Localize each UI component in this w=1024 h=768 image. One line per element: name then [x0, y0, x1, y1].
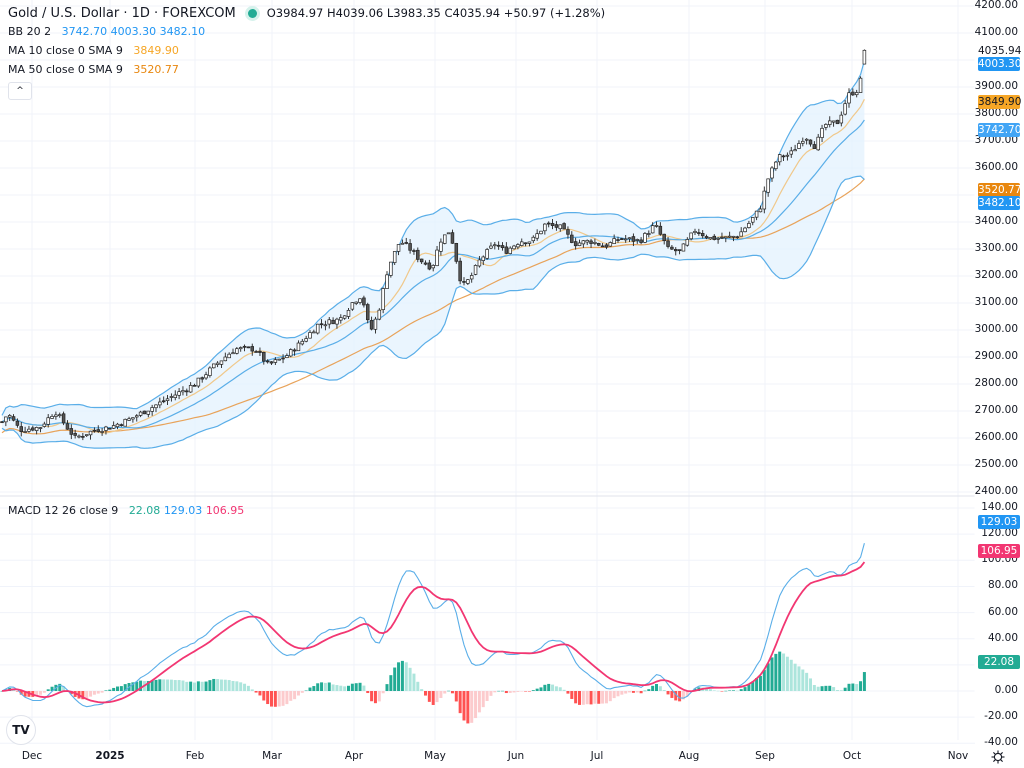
macd-axis-label: 80.00 — [987, 579, 1018, 592]
time-axis-label: Dec — [21, 750, 43, 762]
symbol-title[interactable]: Gold / U.S. Dollar · 1D · FOREXCOM — [8, 6, 236, 21]
price-axis-label: 3600.00 — [974, 161, 1018, 173]
price-axis-label: 4100.00 — [974, 26, 1018, 38]
price-tag: 4035.94 — [978, 44, 1022, 58]
time-axis-label: May — [424, 750, 446, 762]
legend-macd[interactable]: MACD 12 26 close 9 22.08 129.03 106.95 — [8, 504, 245, 517]
macd-axis-label: -40.00 — [984, 736, 1018, 749]
price-tag: 3520.77 — [978, 183, 1022, 197]
price-axis-label: 2400.00 — [974, 485, 1018, 497]
macd-tag: 106.95 — [978, 544, 1020, 558]
price-tag: 3849.90 — [978, 95, 1022, 109]
legend-bb[interactable]: BB 20 2 3742.70 4003.30 3482.10 — [8, 25, 206, 38]
time-axis-label: Nov — [947, 750, 969, 762]
macd-axis-label: 0.00 — [994, 684, 1018, 696]
time-axis-label: Jul — [590, 750, 604, 762]
macd-axis-label: -20.00 — [984, 710, 1018, 723]
price-tag: 3742.70 — [978, 123, 1022, 137]
time-axis-label: Sep — [755, 750, 775, 762]
time-axis-label: Apr — [344, 750, 364, 762]
symbol-header: Gold / U.S. Dollar · 1D · FOREXCOM O3984.… — [8, 6, 605, 21]
time-axis-label: Jun — [507, 750, 525, 762]
macd-tag: 129.03 — [978, 515, 1020, 529]
time-axis-label: Feb — [185, 750, 205, 762]
macd-axis-label: 140.00 — [981, 501, 1018, 514]
market-status-icon — [247, 9, 257, 18]
candlesticks — [0, 49, 867, 441]
bollinger-band-fill — [2, 60, 865, 449]
price-axis-label: 3900.00 — [974, 80, 1018, 92]
legend-ma50[interactable]: MA 50 close 0 SMA 9 3520.77 — [8, 63, 179, 76]
price-axis-label: 3300.00 — [974, 242, 1018, 254]
price-axis-label: 2700.00 — [974, 404, 1018, 416]
price-tag: 3482.10 — [978, 196, 1022, 210]
price-axis-label: 3400.00 — [974, 215, 1018, 227]
grid-lines — [0, 0, 975, 744]
price-axis-label: 2500.00 — [974, 458, 1018, 470]
time-axis-label: Aug — [678, 750, 700, 762]
price-axis-label: 3200.00 — [974, 269, 1018, 281]
ohlc-values: O3984.97 H4039.06 L3983.35 C4035.94 +50.… — [266, 6, 606, 20]
chevron-up-icon: ^ — [16, 86, 24, 96]
macd-axis-label: 40.00 — [987, 631, 1018, 644]
price-axis-label: 4200.00 — [974, 0, 1018, 11]
price-tag: 4003.30 — [978, 57, 1022, 71]
macd-pane — [0, 543, 866, 724]
price-axis-label: 3800.00 — [974, 107, 1018, 119]
time-axis-label: Oct — [842, 750, 862, 762]
settings-gear-icon[interactable] — [991, 750, 1005, 764]
legend-ma10[interactable]: MA 10 close 0 SMA 9 3849.90 — [8, 44, 179, 57]
price-axis-label: 3700.00 — [974, 134, 1018, 146]
macd-axis-label: 120.00 — [981, 527, 1018, 540]
macd-axis-label: 60.00 — [987, 605, 1018, 618]
time-axis-label: 2025 — [95, 750, 125, 762]
price-axis-label: 2600.00 — [974, 431, 1018, 443]
macd-tag: 22.08 — [978, 655, 1020, 669]
collapse-legend-button[interactable]: ^ — [8, 82, 32, 100]
tradingview-logo[interactable]: TV — [6, 715, 36, 745]
price-axis-label: 2900.00 — [974, 350, 1018, 362]
price-axis-label: 3100.00 — [974, 296, 1018, 308]
indicator-lines — [1, 60, 865, 449]
time-axis-label: Mar — [262, 750, 282, 762]
price-axis-label: 2800.00 — [974, 377, 1018, 389]
price-axis-label: 3000.00 — [974, 323, 1018, 335]
